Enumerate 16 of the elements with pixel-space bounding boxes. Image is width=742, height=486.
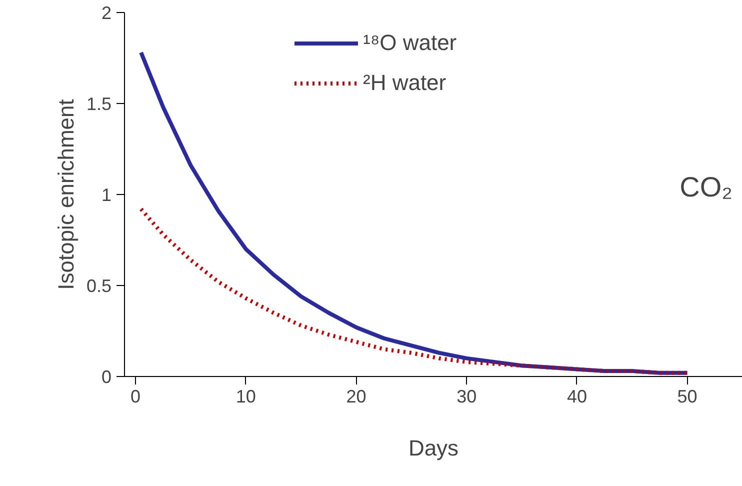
y-tick-label: 1 [101,185,112,205]
x-tick-label: 0 [130,386,141,406]
y-tick-label: 0 [101,367,112,387]
x-tick-label: 30 [456,386,477,406]
x-tick-label: 20 [346,386,366,406]
x-tick-label: 10 [236,386,256,406]
y-axis-title: Isotopic enrichment [53,99,78,290]
x-tick-label: 50 [677,386,698,406]
x-tick-label: 40 [566,386,587,406]
legend-label: ²H water [363,70,446,96]
y-tick-label: 0.5 [86,276,112,296]
legend-label: ¹⁸O water [363,30,457,56]
y-tick-label: 1.5 [86,94,112,114]
annotation: CO₂ [680,172,733,202]
x-axis-title: Days [408,436,459,460]
y-tick-label: 2 [101,3,112,23]
